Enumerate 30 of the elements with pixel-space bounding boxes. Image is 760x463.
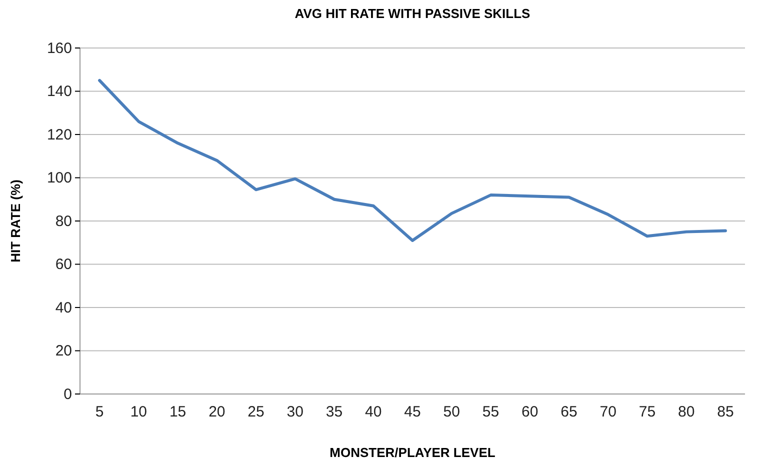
x-tick-label: 35 (326, 404, 343, 421)
y-tick-label: 40 (55, 299, 72, 316)
x-tick-label: 85 (717, 404, 734, 421)
x-tick-label: 50 (443, 404, 460, 421)
x-tick-label: 15 (169, 404, 186, 421)
y-tick-label: 60 (55, 256, 72, 274)
y-tick-label: 80 (55, 212, 72, 230)
y-tick-label: 120 (46, 126, 72, 144)
x-tick-label: 65 (560, 404, 578, 421)
y-axis-title: HIT RATE (%) (8, 180, 23, 262)
line-series (98, 78, 727, 242)
x-tick-label: 5 (95, 404, 104, 421)
y-tick-label: 160 (46, 40, 72, 57)
x-tick-label: 10 (130, 404, 148, 421)
y-tick-label: 100 (46, 170, 72, 187)
x-tick-label: 75 (638, 404, 656, 421)
x-tick-label: 40 (365, 404, 382, 421)
x-tick-label: 20 (208, 404, 226, 421)
x-tick-label: 60 (522, 404, 538, 421)
x-tick-label: 45 (404, 404, 421, 421)
x-tick-label: 25 (248, 404, 264, 421)
x-tick-label: 55 (482, 404, 500, 421)
chart-title: AVG HIT RATE WITH PASSIVE SKILLS (294, 6, 531, 21)
y-tick-label: 0 (64, 386, 72, 403)
x-tick-label: 30 (286, 404, 304, 421)
x-tick-label: 70 (600, 404, 616, 421)
x-axis-title: MONSTER/PLAYER LEVEL (330, 445, 496, 460)
x-tick-label: 80 (678, 404, 695, 421)
y-tick-label: 20 (55, 342, 72, 360)
y-tick-label: 140 (46, 83, 72, 100)
